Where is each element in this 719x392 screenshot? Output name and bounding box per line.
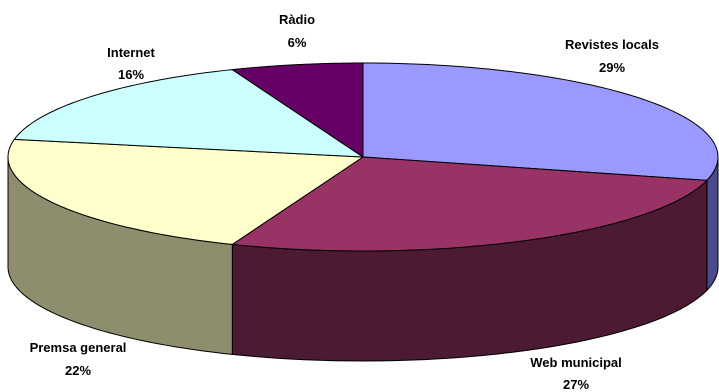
pie-sides: [7, 156, 719, 362]
pie-slice-web-municipal: [230, 156, 709, 252]
value-radio: 6%: [288, 35, 307, 50]
pie-slice-premsa-general: [7, 138, 365, 245]
label-web-municipal: Web municipal: [530, 355, 622, 370]
pie-slice-radio: [230, 62, 364, 158]
label-radio: Ràdio: [279, 12, 315, 27]
pie-labels: Revistes locals 29% Web municipal 27% Pr…: [30, 12, 659, 392]
pie-tops: [7, 62, 719, 252]
pie-slice-internet: [13, 69, 365, 158]
label-internet: Internet: [107, 45, 155, 60]
value-premsa-general: 22%: [65, 363, 91, 378]
label-revistes-locals: Revistes locals: [565, 37, 659, 52]
value-internet: 16%: [118, 67, 144, 82]
label-premsa-general: Premsa general: [30, 340, 127, 355]
value-web-municipal: 27%: [563, 377, 589, 392]
value-revistes-locals: 29%: [599, 60, 625, 75]
pie-slice-revistes-locals: [362, 62, 719, 181]
